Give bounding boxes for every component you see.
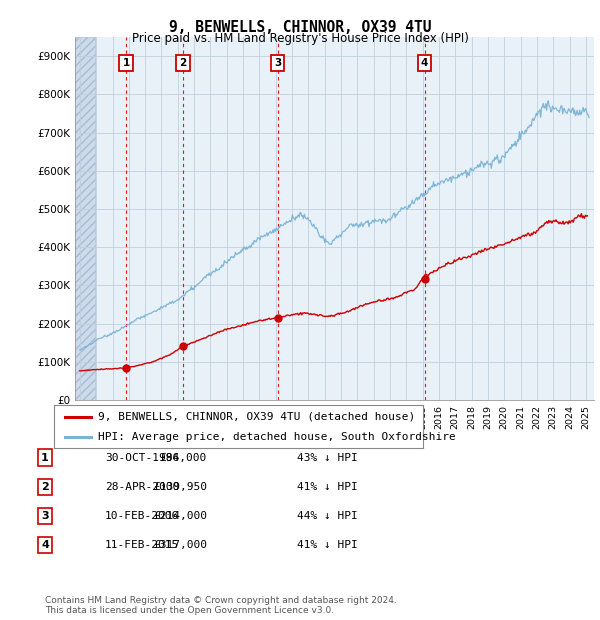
Text: 41% ↓ HPI: 41% ↓ HPI — [297, 482, 358, 492]
Text: 2: 2 — [179, 58, 187, 68]
Text: 1: 1 — [122, 58, 130, 68]
Text: HPI: Average price, detached house, South Oxfordshire: HPI: Average price, detached house, Sout… — [98, 432, 456, 442]
Text: 10-FEB-2006: 10-FEB-2006 — [105, 511, 179, 521]
Text: Contains HM Land Registry data © Crown copyright and database right 2024.
This d: Contains HM Land Registry data © Crown c… — [45, 596, 397, 615]
Text: Price paid vs. HM Land Registry's House Price Index (HPI): Price paid vs. HM Land Registry's House … — [131, 32, 469, 45]
Text: 28-APR-2000: 28-APR-2000 — [105, 482, 179, 492]
Text: 4: 4 — [421, 58, 428, 68]
Text: £84,000: £84,000 — [160, 453, 207, 463]
Text: 44% ↓ HPI: 44% ↓ HPI — [297, 511, 358, 521]
Text: 11-FEB-2015: 11-FEB-2015 — [105, 540, 179, 550]
Text: 41% ↓ HPI: 41% ↓ HPI — [297, 540, 358, 550]
Text: 3: 3 — [274, 58, 281, 68]
Text: 43% ↓ HPI: 43% ↓ HPI — [297, 453, 358, 463]
Text: 1: 1 — [41, 453, 49, 463]
Text: 9, BENWELLS, CHINNOR, OX39 4TU (detached house): 9, BENWELLS, CHINNOR, OX39 4TU (detached… — [98, 412, 416, 422]
Bar — [75, 37, 95, 400]
Text: £214,000: £214,000 — [153, 511, 207, 521]
Text: 9, BENWELLS, CHINNOR, OX39 4TU: 9, BENWELLS, CHINNOR, OX39 4TU — [169, 20, 431, 35]
Text: 3: 3 — [41, 511, 49, 521]
Text: 4: 4 — [41, 540, 49, 550]
Text: £317,000: £317,000 — [153, 540, 207, 550]
Text: 2: 2 — [41, 482, 49, 492]
Text: £139,950: £139,950 — [153, 482, 207, 492]
Text: 30-OCT-1996: 30-OCT-1996 — [105, 453, 179, 463]
